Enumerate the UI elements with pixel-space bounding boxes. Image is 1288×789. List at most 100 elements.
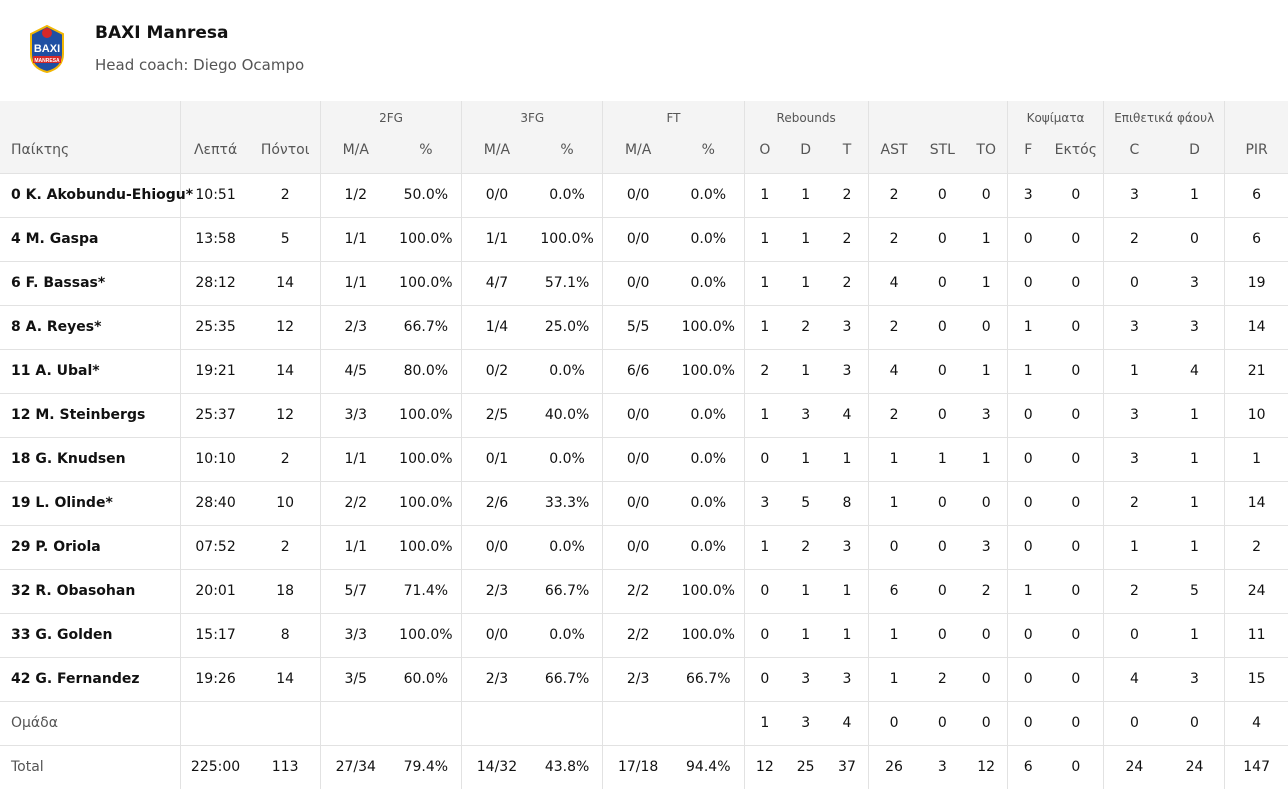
cell-reb-o: 2 (743, 349, 786, 394)
cell-foul-c: 3 (1103, 173, 1165, 218)
group-blocks: Κοψίματα (1006, 101, 1104, 132)
cell-player[interactable]: 6 F. Bassas* (0, 261, 181, 306)
col-header-minutes[interactable]: Λεπτά (179, 132, 251, 174)
col-header-3fg-pct[interactable]: % (531, 132, 603, 174)
cell-stl: 0 (919, 701, 966, 746)
cell-ast: 0 (867, 525, 920, 570)
cell-reb-d: 2 (785, 525, 827, 570)
cell-pir: 147 (1224, 745, 1288, 789)
col-header-3fg-ma[interactable]: M/A (461, 132, 532, 174)
cell-player[interactable]: 0 K. Akobundu-Ehiogu* (0, 173, 193, 218)
col-header-to[interactable]: TO (965, 132, 1008, 174)
cell-3fg-ma: 2/6 (461, 481, 532, 526)
col-header-points[interactable]: Πόντοι (250, 132, 321, 174)
col-header-foul-c[interactable]: C (1103, 132, 1165, 174)
cell-2fg-ma: 2/3 (319, 305, 391, 350)
col-header-blk-f[interactable]: F (1006, 132, 1049, 174)
cell-3fg-pct: 40.0% (531, 393, 603, 438)
cell-pir: 6 (1224, 173, 1288, 218)
cell-stl: 0 (919, 525, 966, 570)
cell-player[interactable]: 4 M. Gaspa (0, 217, 181, 262)
col-header-2fg-ma[interactable]: M/A (319, 132, 391, 174)
cell-minutes: 20:01 (179, 569, 251, 614)
cell-reb-o: 1 (743, 525, 786, 570)
cell-3fg-ma: 4/7 (461, 261, 532, 306)
table-row: 0 K. Akobundu-Ehiogu* 10:51 2 1/2 50.0% 0/0 0.… (0, 173, 1288, 218)
cell-reb-t: 2 (826, 173, 869, 218)
col-header-pir[interactable]: PIR (1224, 132, 1288, 174)
cell-foul-d: 3 (1164, 657, 1225, 702)
cell-player[interactable]: 32 R. Obasohan (0, 569, 181, 614)
logo-text: BAXI (34, 43, 60, 55)
cell-reb-o: 0 (743, 613, 786, 658)
cell-foul-d: 1 (1164, 393, 1225, 438)
cell-blk-f: 6 (1006, 745, 1049, 789)
cell-blk-out: 0 (1048, 569, 1104, 614)
cell-reb-t: 37 (826, 745, 869, 789)
cell-foul-c: 0 (1103, 701, 1165, 746)
cell-player[interactable]: 19 L. Olinde* (0, 481, 181, 526)
cell-ast: 26 (867, 745, 920, 789)
cell-2fg-ma (319, 701, 391, 746)
col-header-ft-pct[interactable]: % (672, 132, 745, 174)
cell-3fg-pct: 66.7% (531, 657, 603, 702)
col-header-reb-d[interactable]: D (785, 132, 827, 174)
cell-player[interactable]: 18 G. Knudsen (0, 437, 181, 482)
cell-minutes: 10:51 (179, 173, 251, 218)
cell-player[interactable]: 12 M. Steinbergs (0, 393, 181, 438)
cell-pir: 11 (1224, 613, 1288, 658)
col-header-reb-t[interactable]: T (826, 132, 869, 174)
cell-foul-c: 4 (1103, 657, 1165, 702)
cell-ft-ma: 6/6 (602, 349, 673, 394)
col-header-player[interactable]: Παίκτης (0, 132, 181, 174)
cell-player[interactable]: 33 G. Golden (0, 613, 181, 658)
cell-blk-f: 0 (1006, 613, 1049, 658)
col-header-blk-out[interactable]: Εκτός (1048, 132, 1104, 174)
cell-player[interactable]: 42 G. Fernandez (0, 657, 181, 702)
col-header-stl[interactable]: STL (919, 132, 966, 174)
col-header-ast[interactable]: AST (867, 132, 920, 174)
group-empty (1224, 101, 1288, 132)
cell-ast: 2 (867, 173, 920, 218)
cell-reb-t: 1 (826, 613, 869, 658)
group-empty (867, 101, 1008, 132)
cell-reb-o: 12 (743, 745, 786, 789)
cell-2fg-ma: 1/1 (319, 437, 391, 482)
cell-foul-c: 3 (1103, 305, 1165, 350)
cell-blk-f: 0 (1006, 217, 1049, 262)
cell-player[interactable]: 8 A. Reyes* (0, 305, 181, 350)
cell-reb-d: 25 (785, 745, 827, 789)
cell-3fg-ma: 1/4 (461, 305, 532, 350)
table-row: 12 M. Steinbergs 25:37 12 3/3 100.0% 2/5 40.0%… (0, 393, 1288, 438)
cell-blk-out: 0 (1048, 305, 1104, 350)
col-header-ft-ma[interactable]: M/A (602, 132, 673, 174)
cell-reb-d: 2 (785, 305, 827, 350)
cell-reb-t: 8 (826, 481, 869, 526)
cell-points: 12 (250, 393, 321, 438)
col-header-reb-o[interactable]: O (743, 132, 786, 174)
cell-to: 0 (965, 173, 1008, 218)
cell-blk-out: 0 (1048, 173, 1104, 218)
col-header-2fg-pct[interactable]: % (390, 132, 462, 174)
cell-2fg-pct: 100.0% (390, 525, 462, 570)
cell-to: 1 (965, 261, 1008, 306)
cell-3fg-ma: 0/0 (461, 525, 532, 570)
col-header-foul-d[interactable]: D (1164, 132, 1225, 174)
cell-pir: 4 (1224, 701, 1288, 746)
cell-3fg-pct: 57.1% (531, 261, 603, 306)
team-name: BAXI Manresa (95, 23, 229, 43)
table-row: 42 G. Fernandez 19:26 14 3/5 60.0% 2/3 66.7% 2/… (0, 657, 1288, 702)
cell-player[interactable]: 11 A. Ubal* (0, 349, 181, 394)
cell-blk-out: 0 (1048, 657, 1104, 702)
cell-ft-pct: 100.0% (672, 305, 745, 350)
cell-player[interactable]: 29 P. Oriola (0, 525, 181, 570)
cell-reb-t: 1 (826, 437, 869, 482)
cell-stl: 1 (919, 437, 966, 482)
cell-reb-o: 1 (743, 173, 786, 218)
cell-2fg-ma: 1/1 (319, 261, 391, 306)
cell-stl: 0 (919, 481, 966, 526)
cell-foul-d: 1 (1164, 437, 1225, 482)
cell-reb-o: 1 (743, 701, 786, 746)
cell-to: 3 (965, 525, 1008, 570)
cell-3fg-pct: 66.7% (531, 569, 603, 614)
